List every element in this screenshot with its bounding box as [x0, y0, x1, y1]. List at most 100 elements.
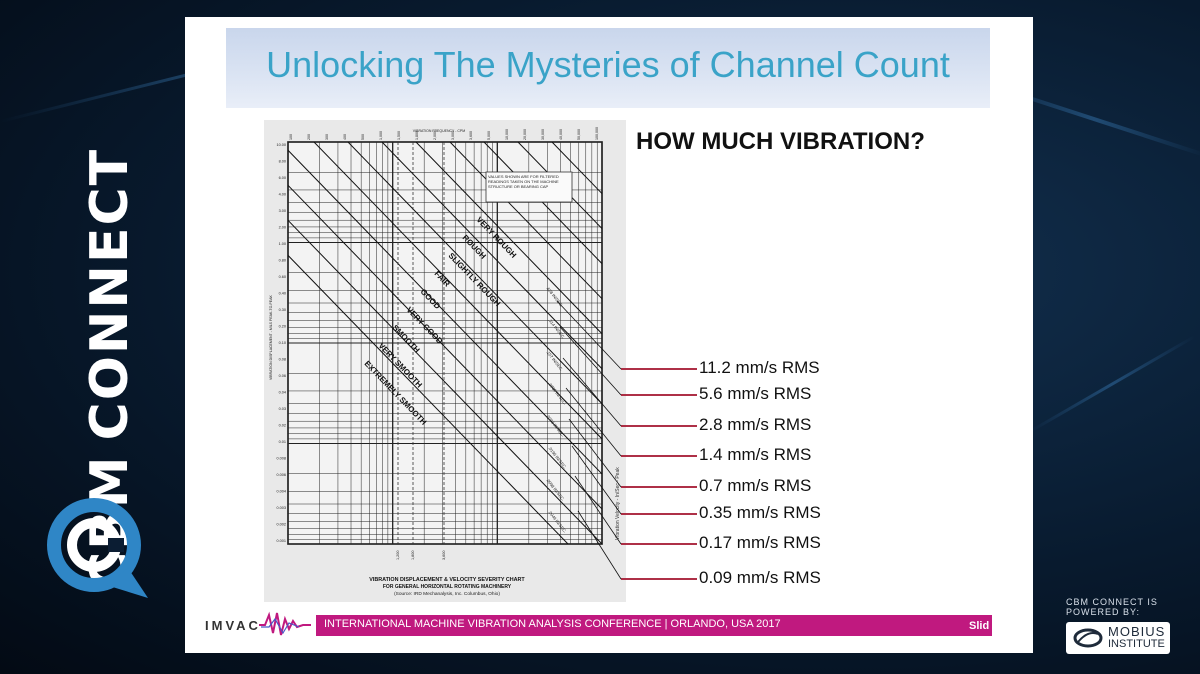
left-tick-label: 3.00	[279, 209, 286, 213]
left-tick-label: 2.00	[279, 226, 286, 230]
rms-label: 0.09 mm/s RMS	[699, 568, 821, 587]
top-axis-ticks: 100 200 300 400 500 1,000 1,500 1,800 2,000 3,000…	[289, 127, 599, 140]
severity-line	[517, 142, 602, 230]
top-tick-label: 1,800	[415, 131, 419, 140]
top-tick-label: 10,000	[505, 129, 509, 140]
note-text: VALUES SHOWN ARE FOR FILTERED READINGS T…	[488, 174, 559, 189]
left-tick-label: 0.01	[279, 440, 286, 444]
left-tick-label: 0.10	[279, 341, 286, 345]
severity-line	[288, 254, 569, 544]
top-tick-label: 40,000	[559, 129, 563, 140]
rms-leader-line	[556, 300, 622, 370]
powered-by-line2: POWERED BY:	[1066, 607, 1141, 617]
imvac-wave-icon	[259, 611, 311, 636]
rms-connectors	[556, 300, 697, 580]
left-tick-label: 0.006	[276, 473, 286, 477]
mobius-loop-icon	[1073, 628, 1103, 648]
mobius-logo: MOBIUS INSTITUTE	[1066, 622, 1170, 654]
rms-label: 0.35 mm/s RMS	[699, 503, 821, 522]
rms-leader-line	[577, 510, 622, 580]
chart-caption-2: FOR GENERAL HORIZONTAL ROTATING MACHINER…	[383, 584, 512, 590]
bottom-axis-ticks: 1,200 1,800 3,600	[396, 550, 446, 560]
rms-label: 5.6 mm/s RMS	[699, 384, 812, 403]
severity-line	[381, 142, 602, 370]
top-tick-label: 500	[361, 134, 365, 140]
slide-number-label: Slid	[969, 620, 990, 632]
left-tick-label: 6.00	[279, 176, 286, 180]
left-tick-label: 0.20	[279, 325, 286, 329]
top-tick-label: 100,000	[595, 127, 599, 140]
left-axis-ticks: 10.00 8.00 6.00 4.00 3.00 2.00 1.00 0.80 0.60 0.4…	[276, 143, 286, 543]
top-tick-label: 100	[289, 134, 293, 140]
bottom-tick-label: 1,800	[411, 550, 415, 560]
slide-title: Unlocking The Mysteries of Channel Count	[266, 44, 950, 85]
left-tick-label: 0.004	[276, 490, 286, 494]
chart-caption-1: VIBRATION DISPLACEMENT & VELOCITY SEVERI…	[369, 577, 525, 583]
left-tick-label: 0.003	[276, 506, 286, 510]
top-tick-label: 1,000	[379, 131, 383, 140]
rms-label: 1.4 mm/s RMS	[699, 445, 812, 464]
left-tick-label: 0.08	[279, 358, 286, 362]
rms-label: 2.8 mm/s RMS	[699, 415, 812, 434]
left-tick-label: 0.002	[276, 523, 286, 527]
conference-footer-text: INTERNATIONAL MACHINE VIBRATION ANALYSIS…	[324, 618, 781, 630]
note-box	[485, 171, 573, 203]
left-tick-label: 0.06	[279, 374, 286, 378]
left-tick-label: 0.40	[279, 292, 286, 296]
rms-leader-line	[565, 387, 622, 457]
severity-line	[288, 149, 602, 475]
top-tick-label: 200	[307, 134, 311, 140]
top-tick-label: 400	[343, 134, 347, 140]
powered-by-line1: CBM CONNECT IS	[1066, 597, 1158, 607]
bottom-tick-label: 3,600	[442, 550, 446, 560]
rms-label: 0.7 mm/s RMS	[699, 476, 812, 495]
cbm-logo-icon	[47, 498, 148, 598]
rms-leader-line	[571, 445, 622, 515]
rms-leader-line	[574, 475, 622, 545]
severity-line	[313, 142, 602, 440]
top-tick-label: 3,600	[469, 131, 473, 140]
imvac-logo: IMVAC	[205, 618, 261, 633]
rms-leader-line	[568, 418, 622, 488]
rms-leader-line	[559, 326, 622, 396]
top-tick-label: 300	[325, 134, 329, 140]
top-tick-label: 1,500	[397, 131, 401, 140]
mobius-line2: INSTITUTE	[1108, 638, 1165, 650]
left-tick-label: 0.008	[276, 457, 286, 461]
severity-line	[288, 219, 602, 544]
top-tick-label: 3,000	[451, 131, 455, 140]
rms-leader-line	[562, 357, 622, 427]
top-tick-label: 2,000	[433, 131, 437, 140]
left-axis-title: VIBRATION DISPLACEMENT - MILS PEAK-TO-PE…	[269, 295, 273, 380]
rms-label: 11.2 mm/s RMS	[699, 358, 820, 377]
left-tick-label: 1.00	[279, 242, 286, 246]
left-tick-label: 4.00	[279, 193, 286, 197]
mobius-wordmark: MOBIUS INSTITUTE	[1108, 624, 1166, 650]
severity-line	[483, 142, 602, 265]
slide-subtitle: HOW MUCH VIBRATION?	[636, 128, 925, 155]
left-tick-label: 10.00	[276, 143, 286, 147]
left-tick-label: 0.02	[279, 424, 286, 428]
left-tick-label: 0.001	[276, 539, 286, 543]
left-tick-label: 0.80	[279, 259, 286, 263]
rms-label: 0.17 mm/s RMS	[699, 533, 821, 552]
left-tick-label: 0.30	[279, 308, 286, 312]
top-tick-label: 20,000	[523, 129, 527, 140]
severity-line	[449, 142, 602, 300]
title-band: Unlocking The Mysteries of Channel Count	[226, 28, 990, 108]
chart-caption-3: (Source: IRD Mechanalysis, Inc. Columbus…	[394, 591, 500, 597]
background-streak	[1029, 335, 1196, 433]
mobius-line1: MOBIUS	[1108, 624, 1166, 639]
conference-footer-bar: INTERNATIONAL MACHINE VIBRATION ANALYSIS…	[316, 615, 992, 636]
top-tick-label: 50,000	[577, 129, 581, 140]
severity-line	[415, 142, 602, 335]
slide: Unlocking The Mysteries of Channel Count…	[185, 17, 1033, 653]
top-tick-label: 5,000	[487, 131, 491, 140]
powered-by-text: CBM CONNECT IS POWERED BY:	[1066, 597, 1158, 617]
severity-chart-svg: 100 200 300 400 500 1,000 1,500 1,800 2,000 3,000…	[264, 120, 626, 602]
brand-connect: CONNECT	[80, 147, 140, 441]
top-axis-title: VIBRATION FREQUENCY - CPM	[413, 129, 465, 133]
top-tick-label: 30,000	[541, 129, 545, 140]
cbm-connect-branding: CBMCONNECT	[0, 0, 185, 674]
